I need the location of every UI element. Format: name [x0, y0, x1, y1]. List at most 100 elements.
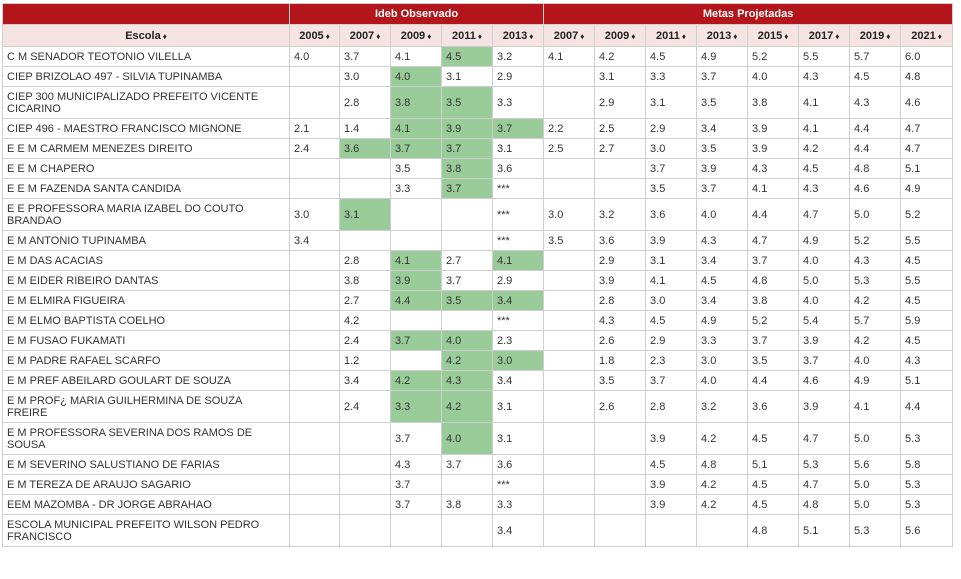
projected-goal-cell: 4.3: [798, 66, 851, 87]
school-name-cell: E M PROF¿ MARIA GUILHERMINA DE SOUZA FRE…: [2, 390, 290, 423]
table-row: E E M CHAPERO 3.5 3.8 3.6 3.7 3.9 4.3 4.5 4.8 5.1: [2, 158, 954, 179]
observed-score-cell: [289, 350, 340, 371]
column-header-label: 2017: [808, 29, 834, 42]
projected-goal-cell: 4.1: [645, 270, 698, 291]
projected-goal-cell: 3.9: [798, 330, 851, 351]
projected-goal-cell: 5.5: [900, 270, 954, 291]
projected-goal-cell: 4.0: [798, 250, 851, 271]
group-header-projected: Metas Projetadas: [543, 3, 954, 25]
observed-score-cell: ***: [491, 474, 545, 495]
column-header-projected-7[interactable]: 2021 ♦: [900, 24, 954, 47]
observed-score-cell: 3.3: [390, 390, 442, 423]
column-header-projected-3[interactable]: 2013 ♦: [696, 24, 749, 47]
column-header-observed-0[interactable]: 2005 ♦: [289, 24, 340, 47]
column-header-observed-2[interactable]: 2009 ♦: [390, 24, 442, 47]
school-name-cell: E M TEREZA DE ARAUJO SAGARIO: [2, 474, 290, 495]
projected-goal-cell: 5.3: [849, 514, 902, 547]
column-header-projected-4[interactable]: 2015 ♦: [747, 24, 800, 47]
projected-goal-cell: 3.6: [645, 198, 698, 231]
column-header-projected-1[interactable]: 2009 ♦: [594, 24, 647, 47]
school-name-cell: E M SEVERINO SALUSTIANO DE FARIAS: [2, 454, 290, 475]
projected-goal-cell: 4.0: [696, 370, 749, 391]
projected-goal-cell: 5.7: [849, 310, 902, 331]
projected-goal-cell: 2.8: [645, 390, 698, 423]
projected-goal-cell: 2.9: [594, 86, 647, 119]
projected-goal-cell: 3.9: [747, 118, 800, 139]
projected-goal-cell: 3.9: [747, 138, 800, 159]
projected-goal-cell: 3.7: [747, 330, 800, 351]
projected-goal-cell: 3.9: [594, 270, 647, 291]
observed-score-cell: 3.7: [491, 118, 545, 139]
column-header-projected-2[interactable]: 2011 ♦: [645, 24, 698, 47]
projected-goal-cell: 4.4: [849, 138, 902, 159]
column-header-label: 2021: [911, 29, 936, 42]
observed-score-cell: [289, 454, 340, 475]
table-row: E M SEVERINO SALUSTIANO DE FARIAS 4.3 3.7 3…: [2, 454, 954, 475]
sort-icon: ♦: [937, 31, 942, 41]
observed-score-cell: 4.4: [390, 290, 442, 311]
observed-score-cell: 1.2: [339, 350, 391, 371]
school-name-cell: E M PROFESSORA SEVERINA DOS RAMOS DE SOU…: [2, 422, 290, 455]
observed-score-cell: 4.1: [491, 250, 545, 271]
projected-goal-cell: 4.2: [594, 46, 647, 67]
projected-goal-cell: 3.9: [645, 494, 698, 515]
projected-goal-cell: 3.9: [798, 390, 851, 423]
observed-score-cell: [339, 158, 391, 179]
observed-score-cell: 3.3: [491, 494, 545, 515]
projected-goal-cell: 4.1: [543, 46, 596, 67]
observed-score-cell: 2.4: [339, 390, 391, 423]
projected-goal-cell: 4.7: [798, 198, 851, 231]
observed-score-cell: ***: [491, 198, 545, 231]
projected-goal-cell: 4.3: [696, 230, 749, 251]
projected-goal-cell: 3.4: [696, 250, 749, 271]
projected-goal-cell: 2.6: [594, 390, 647, 423]
projected-goal-cell: 5.3: [900, 474, 954, 495]
projected-goal-cell: 4.5: [645, 46, 698, 67]
observed-score-cell: 2.9: [491, 270, 545, 291]
projected-goal-cell: 2.9: [645, 118, 698, 139]
projected-goal-cell: [645, 514, 698, 547]
projected-goal-cell: [543, 474, 596, 495]
projected-goal-cell: 5.7: [849, 46, 902, 67]
observed-score-cell: 4.0: [289, 46, 340, 67]
observed-score-cell: 3.7: [441, 138, 493, 159]
projected-goal-cell: [543, 158, 596, 179]
projected-goal-cell: 4.5: [645, 310, 698, 331]
column-header-projected-6[interactable]: 2019 ♦: [849, 24, 902, 47]
projected-goal-cell: 5.6: [900, 514, 954, 547]
projected-goal-cell: 3.7: [696, 66, 749, 87]
table-row: E M PROF¿ MARIA GUILHERMINA DE SOUZA FRE…: [2, 390, 954, 423]
observed-score-cell: 3.1: [491, 422, 545, 455]
table-row: CIEP 496 - MAESTRO FRANCISCO MIGNONE 2.1 1…: [2, 118, 954, 139]
column-header-school[interactable]: Escola ♦: [2, 24, 290, 47]
projected-goal-cell: 4.7: [900, 138, 954, 159]
observed-score-cell: [441, 514, 493, 547]
observed-score-cell: 3.8: [390, 86, 442, 119]
projected-goal-cell: 4.3: [849, 250, 902, 271]
observed-score-cell: 3.0: [289, 198, 340, 231]
school-name-cell: E M PADRE RAFAEL SCARFO: [2, 350, 290, 371]
sort-icon: ♦: [427, 31, 432, 41]
projected-goal-cell: 4.6: [849, 178, 902, 199]
projected-goal-cell: 2.2: [543, 118, 596, 139]
column-header-observed-3[interactable]: 2011 ♦: [441, 24, 493, 47]
projected-goal-cell: 3.8: [747, 86, 800, 119]
column-header-observed-4[interactable]: 2013 ♦: [491, 24, 545, 47]
projected-goal-cell: 3.8: [747, 290, 800, 311]
column-header-projected-5[interactable]: 2017 ♦: [798, 24, 851, 47]
column-header-observed-1[interactable]: 2007 ♦: [339, 24, 391, 47]
observed-score-cell: [339, 474, 391, 495]
observed-score-cell: 4.3: [390, 454, 442, 475]
observed-score-cell: 4.0: [390, 66, 442, 87]
projected-goal-cell: 1.8: [594, 350, 647, 371]
projected-goal-cell: 4.7: [747, 230, 800, 251]
table-row: E M ELMO BAPTISTA COELHO 4.2 *** 4.3 4.5 4.9 5…: [2, 310, 954, 331]
column-header-projected-0[interactable]: 2007 ♦: [543, 24, 596, 47]
projected-goal-cell: 4.5: [645, 454, 698, 475]
sort-icon: ♦: [886, 31, 891, 41]
observed-score-cell: 3.4: [289, 230, 340, 251]
observed-score-cell: 3.6: [491, 158, 545, 179]
observed-score-cell: 2.1: [289, 118, 340, 139]
school-name-cell: ESCOLA MUNICIPAL PREFEITO WILSON PEDRO F…: [2, 514, 290, 547]
observed-score-cell: [441, 198, 493, 231]
